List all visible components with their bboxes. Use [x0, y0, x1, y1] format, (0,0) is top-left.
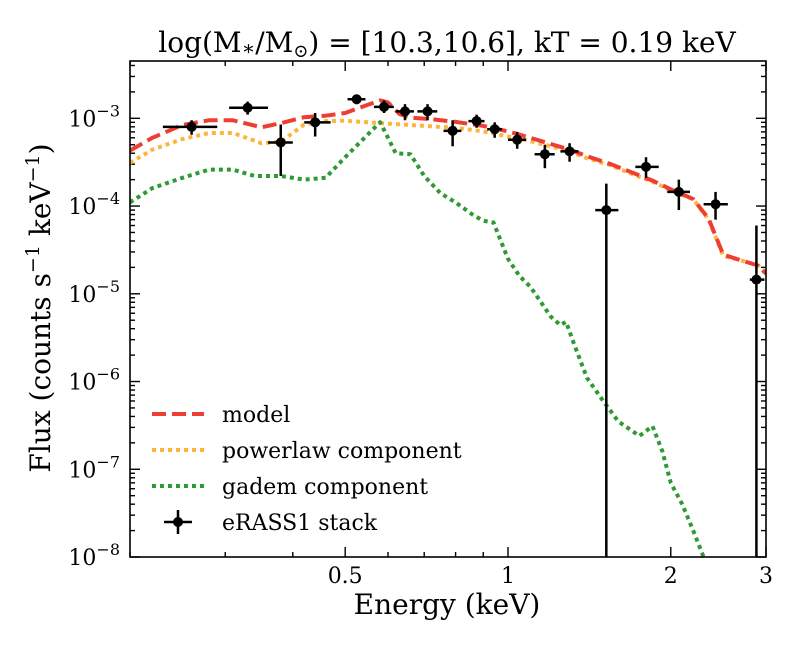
- erass1-point: [487, 122, 503, 138]
- legend-label-gadem: gadem component: [222, 475, 428, 500]
- series-model-line: [130, 98, 766, 276]
- y-tick-label: 10−3: [68, 101, 120, 132]
- erass1-point: [635, 157, 659, 178]
- erass1-point: [595, 183, 619, 557]
- y-tick-label: 10−7: [68, 452, 120, 483]
- erass1-point: [507, 131, 527, 149]
- x-tick-label: 0.5: [328, 564, 363, 589]
- y-tick-label: 10−6: [68, 365, 120, 396]
- data-points: [162, 94, 765, 557]
- x-tick-label: 1: [501, 564, 515, 589]
- x-axis-label: Energy (keV): [354, 588, 541, 621]
- y-axis-label: Flux (counts s−1 keV−1): [22, 143, 57, 472]
- erass1-point: [703, 191, 728, 220]
- erass1-point: [229, 101, 269, 115]
- y-tick-label: 10−8: [68, 540, 120, 571]
- legend: model powerlaw component gadem component…: [152, 403, 462, 536]
- model-curves: [130, 98, 766, 557]
- x-tick-label: 3: [759, 564, 773, 589]
- legend-label-erass1: eRASS1 stack: [222, 511, 378, 536]
- erass1-point: [534, 144, 555, 169]
- chart-title: log(M∗/M⊙) = [10.3,10.6], kT = 0.19 keV: [158, 26, 736, 62]
- y-tick-label: 10−5: [68, 277, 120, 308]
- erass1-point: [304, 112, 331, 137]
- erass1-point: [417, 104, 438, 121]
- erass1-point: [373, 100, 394, 113]
- legend-label-model: model: [222, 403, 290, 428]
- y-tick-label: 10−4: [68, 189, 120, 220]
- erass1-point: [395, 104, 414, 121]
- plot-frame: [129, 60, 767, 558]
- axis-tick-labels: 10−3 10−4 10−5 10−6 10−7 10−8 0.5 1 2 3: [68, 101, 773, 589]
- series-powerlaw-line: [130, 118, 766, 276]
- erass1-point: [162, 120, 218, 135]
- erass1-point: [560, 143, 579, 162]
- erass1-point: [667, 179, 690, 211]
- series-gadem-line: [130, 120, 706, 557]
- legend-swatch-erass1: [164, 510, 192, 534]
- erass1-point: [443, 120, 462, 147]
- legend-label-powerlaw: powerlaw component: [222, 439, 462, 464]
- erass1-point: [347, 94, 366, 105]
- x-tick-label: 2: [664, 564, 678, 589]
- erass1-point: [749, 225, 765, 557]
- erass1-point: [468, 114, 485, 128]
- erass1-point: [268, 124, 293, 177]
